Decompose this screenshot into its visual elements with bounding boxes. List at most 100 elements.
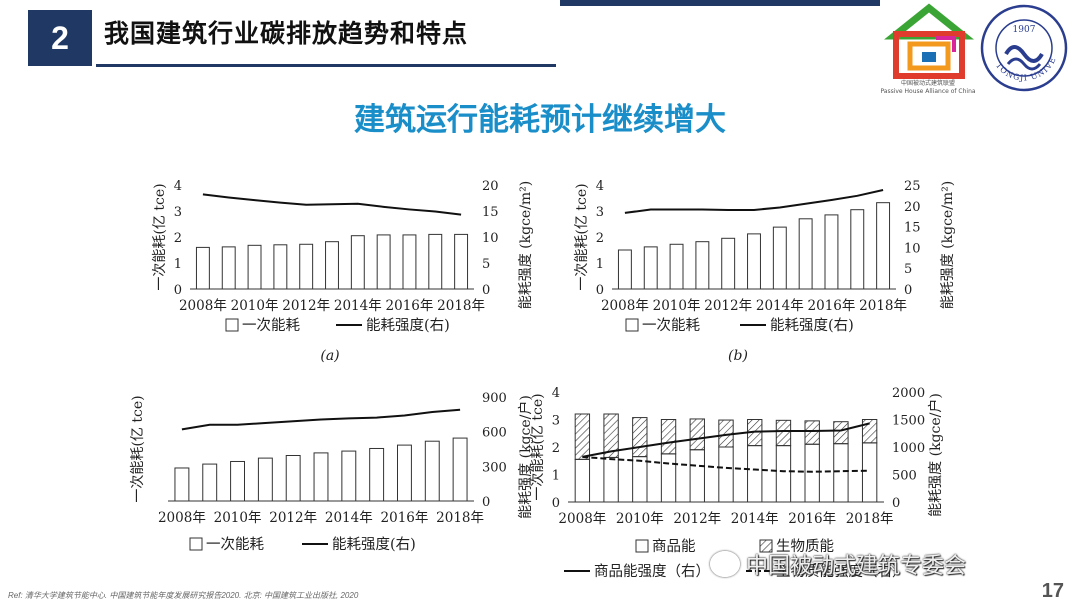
bar-一次能耗 xyxy=(402,234,417,290)
x-tick-label: 2014年 xyxy=(325,510,373,526)
bar-生物质能 xyxy=(632,417,648,458)
y-tick-label: 4 xyxy=(174,179,182,194)
bar-生物质能 xyxy=(603,413,619,458)
bar-商品能 xyxy=(574,458,591,503)
y-tick-label: 0 xyxy=(552,496,560,511)
y-axis-label: 一次能耗(亿 tce) xyxy=(530,393,546,500)
bar-商品能 xyxy=(833,443,849,503)
bar-一次能耗 xyxy=(325,241,339,290)
legend-label: 能耗强度(右) xyxy=(770,317,854,334)
y-tick-label: 0 xyxy=(596,283,604,298)
x-tick-label: 2014年 xyxy=(731,511,779,527)
legend-label: 能耗强度(右) xyxy=(332,536,416,553)
bar-一次能耗 xyxy=(721,237,736,290)
y-tick-label: 2 xyxy=(596,231,604,246)
line-生物质能强度（右） xyxy=(582,455,870,473)
bar-商品能 xyxy=(660,453,677,503)
y2-tick-label: 15 xyxy=(482,205,499,220)
x-tick-label: 2012年 xyxy=(282,298,330,314)
watermark: 中国被动式建筑专委会 xyxy=(710,548,966,580)
legend-label: 一次能耗 xyxy=(642,317,700,334)
bar-生物质能 xyxy=(775,419,792,447)
bar-一次能耗 xyxy=(428,233,443,290)
y-axis-label: 一次能耗(亿 tce) xyxy=(130,395,146,502)
y-tick-label: 4 xyxy=(596,179,604,194)
bar-一次能耗 xyxy=(174,467,190,502)
bar-一次能耗 xyxy=(850,209,865,290)
bar-一次能耗 xyxy=(695,241,710,290)
bar-一次能耗 xyxy=(617,249,632,290)
x-tick-label: 2010年 xyxy=(616,511,664,527)
bar-生物质能 xyxy=(689,418,705,451)
line-能耗强度(右) xyxy=(181,408,461,431)
bar-一次能耗 xyxy=(369,447,385,502)
y2-axis-label: 能耗强度 (kgce/m²) xyxy=(518,181,534,310)
y2-axis-label: 能耗强度 (kgce/户) xyxy=(517,395,534,519)
x-tick-label: 2014年 xyxy=(756,298,804,314)
panel-label: (b) xyxy=(728,348,748,364)
y2-tick-label: 2000 xyxy=(892,386,925,401)
y-tick-label: 2 xyxy=(552,441,560,456)
legend-swatch xyxy=(189,537,203,551)
bar-商品能 xyxy=(689,449,705,503)
slide-title: 我国建筑行业碳排放趋势和特点 xyxy=(104,19,469,48)
y2-tick-label: 5 xyxy=(482,257,490,272)
slide-subtitle: 建筑运行能耗预计继续增大 xyxy=(354,102,726,138)
bar-一次能耗 xyxy=(341,450,357,502)
legend-swatch xyxy=(625,318,639,332)
bar-生物质能 xyxy=(804,420,820,445)
section-number: 2 xyxy=(28,10,92,66)
bar-商品能 xyxy=(718,446,734,503)
university-seal-icon: 1907 TONGJI UNIVERSITY xyxy=(978,2,1068,92)
x-tick-label: 2008年 xyxy=(158,510,206,526)
x-tick-label: 2016年 xyxy=(381,510,429,526)
legend-swatch xyxy=(759,539,773,553)
svg-text:1907: 1907 xyxy=(1013,25,1036,35)
bar-一次能耗 xyxy=(798,218,813,290)
bar-一次能耗 xyxy=(313,452,329,502)
x-tick-label: 2010年 xyxy=(214,510,262,526)
legend-swatch xyxy=(225,318,239,332)
y2-axis-label: 能耗强度 (kgce/户) xyxy=(927,393,944,517)
y2-tick-label: 1000 xyxy=(892,441,925,456)
bar-一次能耗 xyxy=(397,444,412,502)
watermark-text: 中国被动式建筑专委会 xyxy=(746,554,967,579)
x-tick-label: 2008年 xyxy=(601,298,649,314)
wechat-icon xyxy=(710,551,740,577)
y2-tick-label: 0 xyxy=(892,496,900,511)
bar-一次能耗 xyxy=(285,455,301,502)
y-tick-label: 1 xyxy=(174,257,182,272)
x-tick-label: 2018年 xyxy=(859,298,907,314)
bar-生物质能 xyxy=(833,421,849,445)
page-number: 17 xyxy=(1041,580,1064,602)
y2-tick-label: 20 xyxy=(904,200,921,215)
bar-商品能 xyxy=(775,445,792,503)
y2-tick-label: 900 xyxy=(482,391,507,406)
bar-一次能耗 xyxy=(824,214,839,290)
bar-一次能耗 xyxy=(221,246,236,290)
bar-商品能 xyxy=(804,443,820,503)
y2-tick-label: 0 xyxy=(904,283,912,298)
y2-tick-label: 500 xyxy=(892,469,917,484)
bar-一次能耗 xyxy=(669,243,684,290)
y2-tick-label: 5 xyxy=(904,262,912,277)
bar-一次能耗 xyxy=(747,233,761,290)
bar-一次能耗 xyxy=(257,457,273,502)
y-tick-label: 3 xyxy=(552,414,560,429)
legend-label: 商品能 xyxy=(652,538,696,555)
x-tick-label: 2012年 xyxy=(704,298,752,314)
chart-panel-c: 0 300 600 900 一次能耗(亿 tce) 能耗强度 (kgce/户) 2008年 2… xyxy=(130,391,534,553)
x-tick-label: 2010年 xyxy=(231,298,279,314)
y2-tick-label: 10 xyxy=(482,231,499,246)
y-tick-label: 1 xyxy=(552,469,560,484)
y2-axis-label: 能耗强度 (kgce/m²) xyxy=(940,181,956,310)
y2-tick-label: 300 xyxy=(482,460,507,475)
bar-商品能 xyxy=(747,445,763,503)
x-tick-label: 2016年 xyxy=(386,298,434,314)
y-axis-label: 一次能耗(亿 tce) xyxy=(152,183,168,290)
bar-一次能耗 xyxy=(202,463,218,502)
bar-商品能 xyxy=(632,456,648,503)
legend-label: 生物质能 xyxy=(776,538,834,555)
y-tick-label: 3 xyxy=(174,205,182,220)
bar-商品能 xyxy=(861,442,878,503)
